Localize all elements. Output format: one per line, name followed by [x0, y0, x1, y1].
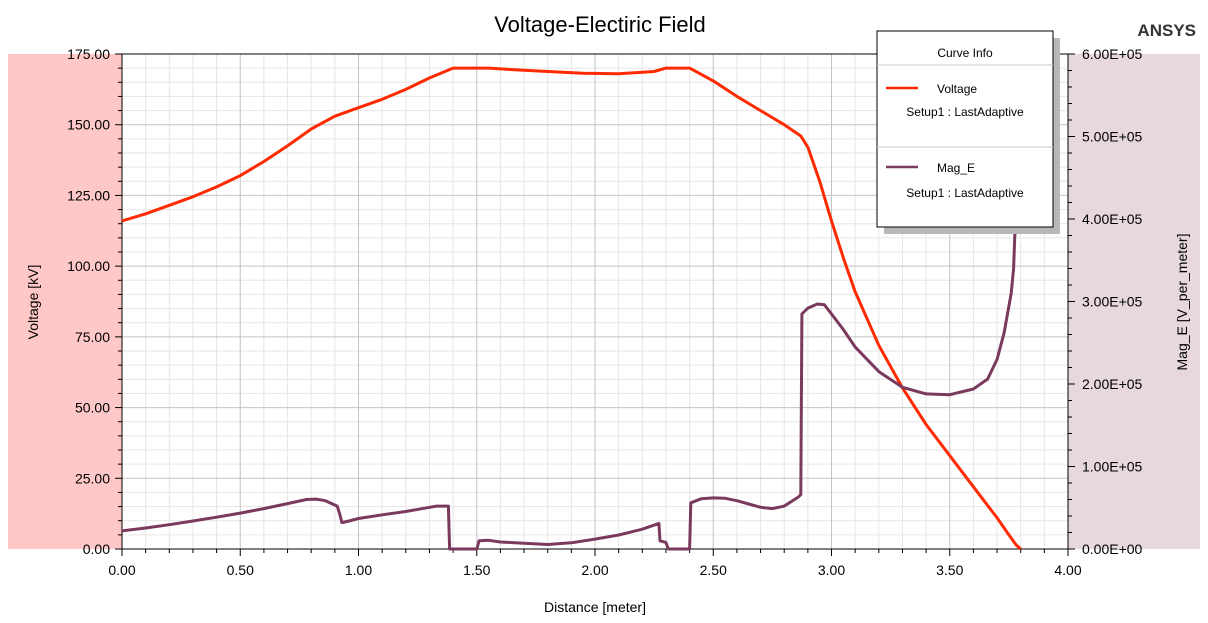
left-y-tick-label: 75.00	[75, 329, 110, 345]
x-tick-label: 2.50	[700, 562, 727, 578]
legend-title: Curve Info	[937, 46, 993, 60]
x-tick-label: 0.50	[227, 562, 254, 578]
legend-box	[876, 30, 1054, 228]
left-y-tick-label: 150.00	[67, 117, 110, 133]
left-y-tick-label: 100.00	[67, 258, 110, 274]
chart-title: Voltage-Electiric Field	[494, 12, 706, 37]
x-tick-label: 2.00	[581, 562, 608, 578]
series-group	[121, 66, 1022, 551]
legend-entry-mag-e: Mag_E	[937, 161, 975, 175]
right-y-tick-label: 1.00E+05	[1082, 459, 1143, 475]
x-tick-label: 3.50	[936, 562, 963, 578]
right-y-tick-label: 6.00E+05	[1082, 46, 1143, 62]
plot-border	[121, 53, 1069, 550]
right-y-axis-label: Mag_E [V_per_meter]	[1174, 234, 1190, 371]
axis-ticks	[115, 53, 1075, 556]
x-tick-labels: 0.00 0.50 1.00 1.50 2.00 2.50 3.00 3.50 4.00	[108, 562, 1081, 578]
legend[interactable]: Curve Info Voltage Setup1 : LastAdaptive…	[876, 30, 1060, 234]
right-axis-band	[1068, 54, 1200, 549]
x-tick-label: 3.00	[818, 562, 845, 578]
left-y-tick-label: 0.00	[83, 541, 110, 557]
left-y-tick-label: 50.00	[75, 400, 110, 416]
series-line-mag-e	[121, 218, 1019, 551]
left-axis-band	[8, 54, 122, 549]
right-y-tick-label: 4.00E+05	[1082, 211, 1143, 227]
left-y-tick-label: 175.00	[67, 46, 110, 62]
right-y-tick-label: 3.00E+05	[1082, 294, 1143, 310]
x-axis-label: Distance [meter]	[544, 599, 646, 615]
legend-setup-mag-e: Setup1 : LastAdaptive	[906, 186, 1024, 200]
left-y-tick-labels: 0.00 25.00 50.00 75.00 100.00 125.00 150.00 175…	[67, 46, 110, 557]
right-y-tick-labels: 0.00E+00 1.00E+05 2.00E+05 3.00E+05 4.00E+05…	[1082, 46, 1143, 557]
brand-label: ANSYS	[1137, 21, 1196, 40]
right-y-tick-label: 5.00E+05	[1082, 129, 1143, 145]
right-y-tick-label: 2.00E+05	[1082, 376, 1143, 392]
legend-setup-voltage: Setup1 : LastAdaptive	[906, 105, 1024, 119]
left-y-tick-label: 125.00	[67, 187, 110, 203]
x-tick-label: 1.50	[463, 562, 490, 578]
left-y-tick-label: 25.00	[75, 470, 110, 486]
x-tick-label: 4.00	[1054, 562, 1081, 578]
right-y-tick-label: 0.00E+00	[1082, 541, 1143, 557]
legend-entry-voltage: Voltage	[937, 82, 977, 96]
x-tick-label: 1.00	[345, 562, 372, 578]
series-line-voltage	[121, 66, 1022, 551]
x-tick-label: 0.00	[108, 562, 135, 578]
left-y-axis-label: Voltage [kV]	[25, 265, 41, 340]
